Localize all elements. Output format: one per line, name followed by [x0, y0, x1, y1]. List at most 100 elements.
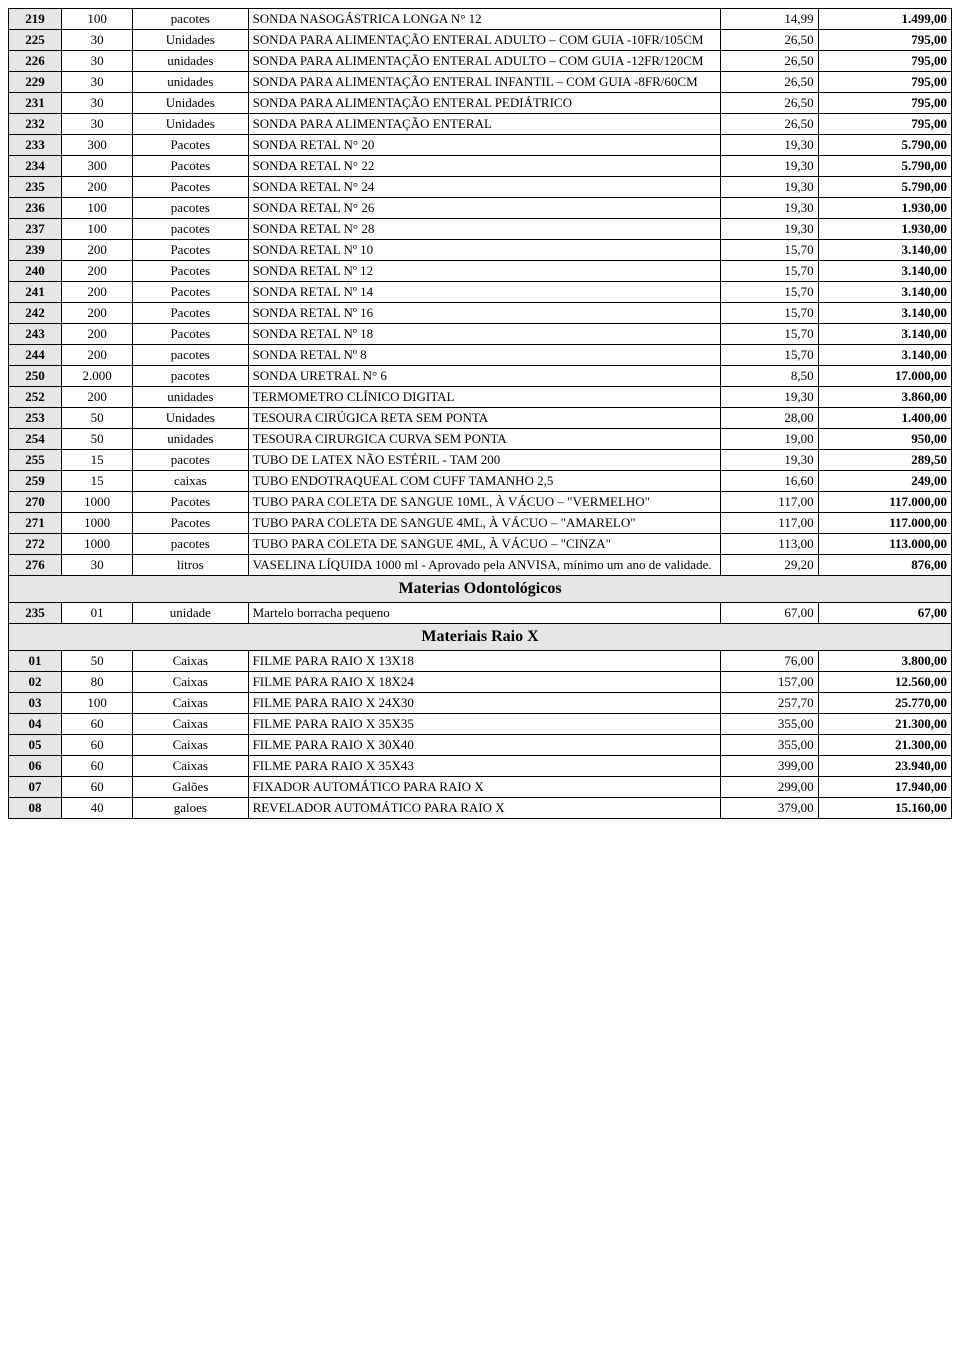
- item-total: 3.140,00: [818, 282, 951, 303]
- item-total: 249,00: [818, 471, 951, 492]
- item-price: 15,70: [720, 240, 818, 261]
- item-unit: Unidades: [133, 114, 249, 135]
- item-number: 255: [9, 450, 62, 471]
- table-row: 25450unidadesTESOURA CIRURGICA CURVA SEM…: [9, 429, 952, 450]
- item-qty: 200: [62, 240, 133, 261]
- item-total: 3.140,00: [818, 324, 951, 345]
- item-description: FILME PARA RAIO X 35X43: [248, 756, 720, 777]
- table-row: 234300PacotesSONDA RETAL N° 2219,305.790…: [9, 156, 952, 177]
- item-total: 5.790,00: [818, 156, 951, 177]
- table-row: 244200pacotesSONDA RETAL Nº 815,703.140,…: [9, 345, 952, 366]
- item-number: 235: [9, 603, 62, 624]
- item-price: 15,70: [720, 303, 818, 324]
- item-number: 252: [9, 387, 62, 408]
- item-qty: 15: [62, 450, 133, 471]
- item-qty: 50: [62, 429, 133, 450]
- item-price: 67,00: [720, 603, 818, 624]
- item-number: 234: [9, 156, 62, 177]
- item-total: 67,00: [818, 603, 951, 624]
- item-total: 23.940,00: [818, 756, 951, 777]
- table-row: 03100CaixasFILME PARA RAIO X 24X30257,70…: [9, 693, 952, 714]
- item-number: 07: [9, 777, 62, 798]
- item-number: 259: [9, 471, 62, 492]
- item-qty: 15: [62, 471, 133, 492]
- item-description: TUBO ENDOTRAQUEAL COM CUFF TAMANHO 2,5: [248, 471, 720, 492]
- item-unit: pacotes: [133, 219, 249, 240]
- item-price: 28,00: [720, 408, 818, 429]
- item-total: 795,00: [818, 93, 951, 114]
- item-total: 5.790,00: [818, 177, 951, 198]
- table-row: 237100pacotesSONDA RETAL N° 2819,301.930…: [9, 219, 952, 240]
- item-qty: 30: [62, 72, 133, 93]
- item-description: SONDA PARA ALIMENTAÇÃO ENTERAL ADULTO – …: [248, 30, 720, 51]
- table-row: 0760GalõesFIXADOR AUTOMÁTICO PARA RAIO X…: [9, 777, 952, 798]
- item-qty: 100: [62, 219, 133, 240]
- item-total: 17.940,00: [818, 777, 951, 798]
- item-qty: 30: [62, 51, 133, 72]
- item-description: SONDA NASOGÁSTRICA LONGA N° 12: [248, 9, 720, 30]
- items-table: 219100pacotesSONDA NASOGÁSTRICA LONGA N°…: [8, 8, 952, 819]
- item-qty: 60: [62, 777, 133, 798]
- item-total: 1.499,00: [818, 9, 951, 30]
- item-unit: Pacotes: [133, 282, 249, 303]
- item-price: 355,00: [720, 735, 818, 756]
- item-number: 270: [9, 492, 62, 513]
- item-unit: pacotes: [133, 345, 249, 366]
- table-row: 2711000PacotesTUBO PARA COLETA DE SANGUE…: [9, 513, 952, 534]
- item-description: SONDA RETAL N° 20: [248, 135, 720, 156]
- item-qty: 200: [62, 177, 133, 198]
- item-number: 04: [9, 714, 62, 735]
- item-qty: 200: [62, 303, 133, 324]
- item-unit: Unidades: [133, 93, 249, 114]
- item-unit: pacotes: [133, 198, 249, 219]
- table-row: 242200PacotesSONDA RETAL Nº 1615,703.140…: [9, 303, 952, 324]
- item-qty: 60: [62, 756, 133, 777]
- item-description: TUBO PARA COLETA DE SANGUE 4ML, À VÁCUO …: [248, 534, 720, 555]
- table-row: 235200PacotesSONDA RETAL N° 2419,305.790…: [9, 177, 952, 198]
- item-qty: 2.000: [62, 366, 133, 387]
- item-unit: Pacotes: [133, 492, 249, 513]
- table-row: 0460CaixasFILME PARA RAIO X 35X35355,002…: [9, 714, 952, 735]
- table-row: 241200PacotesSONDA RETAL Nº 1415,703.140…: [9, 282, 952, 303]
- item-total: 795,00: [818, 30, 951, 51]
- table-row: 2701000PacotesTUBO PARA COLETA DE SANGUE…: [9, 492, 952, 513]
- item-total: 876,00: [818, 555, 951, 576]
- item-unit: Unidades: [133, 30, 249, 51]
- item-number: 242: [9, 303, 62, 324]
- item-number: 01: [9, 651, 62, 672]
- item-number: 05: [9, 735, 62, 756]
- item-qty: 200: [62, 345, 133, 366]
- item-price: 15,70: [720, 282, 818, 303]
- item-number: 06: [9, 756, 62, 777]
- item-description: SONDA RETAL N° 26: [248, 198, 720, 219]
- item-qty: 60: [62, 735, 133, 756]
- item-unit: caixas: [133, 471, 249, 492]
- item-unit: Unidades: [133, 408, 249, 429]
- item-price: 355,00: [720, 714, 818, 735]
- item-total: 21.300,00: [818, 735, 951, 756]
- item-description: Martelo borracha pequeno: [248, 603, 720, 624]
- item-qty: 30: [62, 30, 133, 51]
- item-description: SONDA RETAL N° 22: [248, 156, 720, 177]
- item-total: 1.930,00: [818, 219, 951, 240]
- item-description: TESOURA CIRÚGICA RETA SEM PONTA: [248, 408, 720, 429]
- item-description: SONDA RETAL Nº 14: [248, 282, 720, 303]
- table-row: 0150CaixasFILME PARA RAIO X 13X1876,003.…: [9, 651, 952, 672]
- item-description: SONDA RETAL Nº 16: [248, 303, 720, 324]
- item-total: 1.400,00: [818, 408, 951, 429]
- item-number: 272: [9, 534, 62, 555]
- item-description: SONDA URETRAL N° 6: [248, 366, 720, 387]
- item-unit: pacotes: [133, 9, 249, 30]
- item-total: 795,00: [818, 72, 951, 93]
- item-price: 157,00: [720, 672, 818, 693]
- item-unit: Caixas: [133, 693, 249, 714]
- item-description: TESOURA CIRURGICA CURVA SEM PONTA: [248, 429, 720, 450]
- item-price: 299,00: [720, 777, 818, 798]
- item-description: SONDA PARA ALIMENTAÇÃO ENTERAL PEDIÁTRIC…: [248, 93, 720, 114]
- item-unit: Pacotes: [133, 156, 249, 177]
- item-price: 8,50: [720, 366, 818, 387]
- item-number: 219: [9, 9, 62, 30]
- item-total: 5.790,00: [818, 135, 951, 156]
- item-description: FILME PARA RAIO X 30X40: [248, 735, 720, 756]
- item-description: FILME PARA RAIO X 18X24: [248, 672, 720, 693]
